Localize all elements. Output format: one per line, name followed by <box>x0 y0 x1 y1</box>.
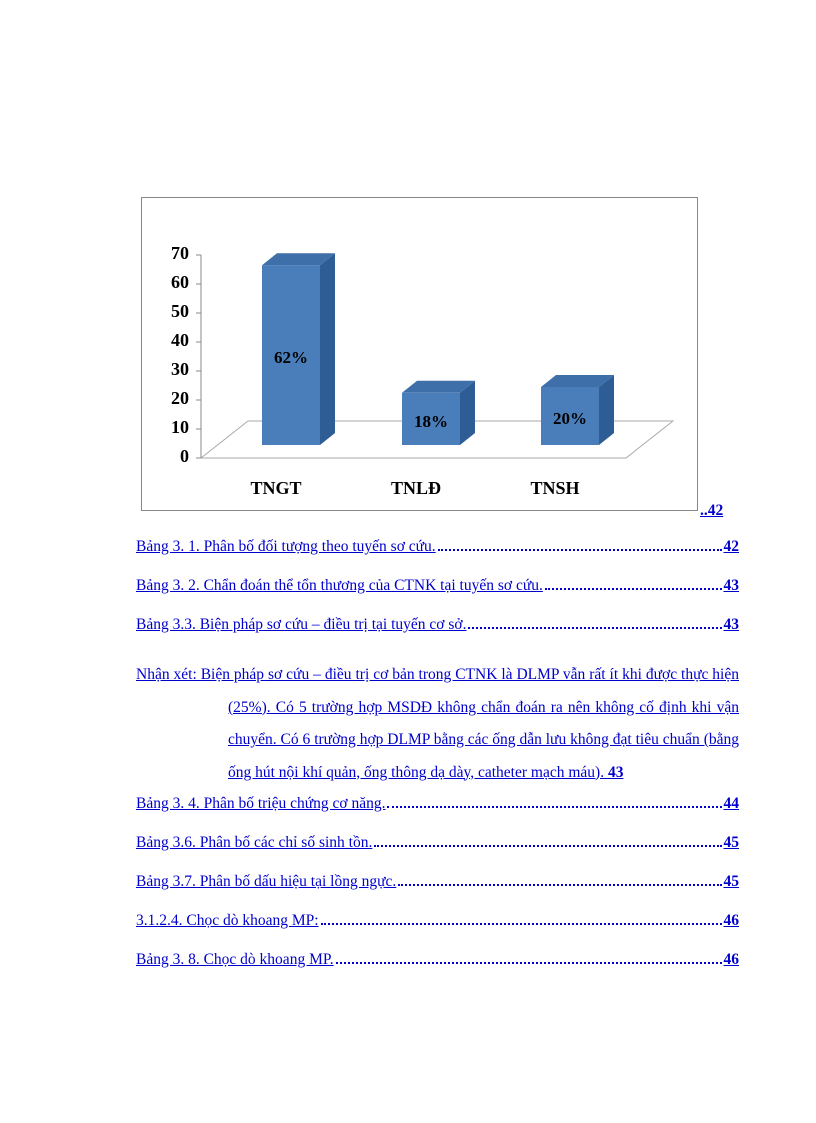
y-tick-label: 70 <box>171 243 189 263</box>
toc: Bảng 3. 1. Phân bố đối tượng theo tuyến … <box>136 538 739 990</box>
y-tick-label: 40 <box>171 330 189 350</box>
bar-top <box>262 253 335 266</box>
toc-entry[interactable]: Bảng 3. 4. Phân bố triệu chứng cơ năng. 4… <box>136 795 739 834</box>
x-tick-label: TNLĐ <box>391 478 441 498</box>
y-tick-label: 0 <box>180 446 189 466</box>
toc-title: Nhận xét: Biện pháp sơ cứu – điều trị cơ… <box>136 666 739 781</box>
toc-page[interactable]: ..42 <box>700 502 724 519</box>
toc-entry[interactable]: Bảng 3. 8. Chọc dò khoang MP. 46 <box>136 951 739 990</box>
toc-page: 46 <box>723 912 740 929</box>
leader <box>335 962 722 964</box>
bar-side <box>599 375 614 445</box>
bar <box>262 265 320 445</box>
toc-page: 43 <box>723 616 740 633</box>
toc-title: Bảng 3. 1. Phân bố đối tượng theo tuyến … <box>136 538 436 555</box>
bar <box>541 387 599 445</box>
chart: 0 10 20 30 40 50 60 70 TNGT 62% TNLĐ 18% TNSH 20% <box>141 197 698 511</box>
value-label: 20% <box>553 409 587 428</box>
toc-title: 3.1.2.4. Chọc dò khoang MP: <box>136 912 319 929</box>
toc-page: 45 <box>723 873 740 890</box>
y-tick-label: 60 <box>171 272 189 292</box>
y-tick-label: 50 <box>171 301 189 321</box>
toc-title: Bảng 3. 4. Phân bố triệu chứng cơ năng. <box>136 795 386 812</box>
toc-page: 46 <box>723 951 740 968</box>
y-tick-label: 10 <box>171 417 189 437</box>
leader <box>468 627 722 629</box>
bar-side <box>320 253 335 445</box>
toc-title: Bảng 3.7. Phân bố dấu hiệu tại lồng ngực… <box>136 873 397 890</box>
chart-frame <box>141 197 698 511</box>
toc-page: 42 <box>723 538 740 555</box>
leader <box>374 845 722 847</box>
leader <box>398 884 722 886</box>
bar-top <box>402 380 475 393</box>
leader <box>387 806 722 808</box>
leader <box>544 588 722 590</box>
toc-title: Bảng 3. 2. Chẩn đoán thể tổn thương của … <box>136 577 543 594</box>
x-tick-label: TNSH <box>530 478 579 498</box>
toc-page: 45 <box>723 834 740 851</box>
bar <box>402 392 460 445</box>
toc-title: Bảng 3.3. Biện pháp sơ cứu – điều trị tạ… <box>136 616 467 633</box>
toc-page: 44 <box>723 795 740 812</box>
toc-entry[interactable]: Bảng 3. 1. Phân bố đối tượng theo tuyến … <box>136 538 739 577</box>
value-label: 62% <box>274 348 308 367</box>
toc-entry[interactable]: Bảng 3.6. Phân bố các chỉ số sinh tồn. 45 <box>136 834 739 873</box>
bar-top <box>541 375 614 387</box>
toc-title: Bảng 3. 8. Chọc dò khoang MP. <box>136 951 334 968</box>
toc-entry[interactable]: Bảng 3. 2. Chẩn đoán thể tổn thương của … <box>136 577 739 616</box>
toc-page: 43 <box>723 577 740 594</box>
toc-title: Bảng 3.6. Phân bố các chỉ số sinh tồn. <box>136 834 373 851</box>
toc-note[interactable]: Nhận xét: Biện pháp sơ cứu – điều trị cơ… <box>136 659 739 789</box>
value-label: 18% <box>414 412 448 431</box>
y-tick-label: 30 <box>171 359 189 379</box>
bar-side <box>460 380 475 445</box>
toc-entry[interactable]: Bảng 3.3. Biện pháp sơ cứu – điều trị tạ… <box>136 616 739 655</box>
toc-entry[interactable]: Bảng 3.7. Phân bố dấu hiệu tại lồng ngực… <box>136 873 739 912</box>
y-tick-label: 20 <box>171 388 189 408</box>
leader <box>320 923 722 925</box>
toc-page: 43 <box>607 763 624 781</box>
leader <box>437 549 722 551</box>
x-tick-label: TNGT <box>250 478 301 498</box>
toc-entry[interactable]: 3.1.2.4. Chọc dò khoang MP: 46 <box>136 912 739 951</box>
